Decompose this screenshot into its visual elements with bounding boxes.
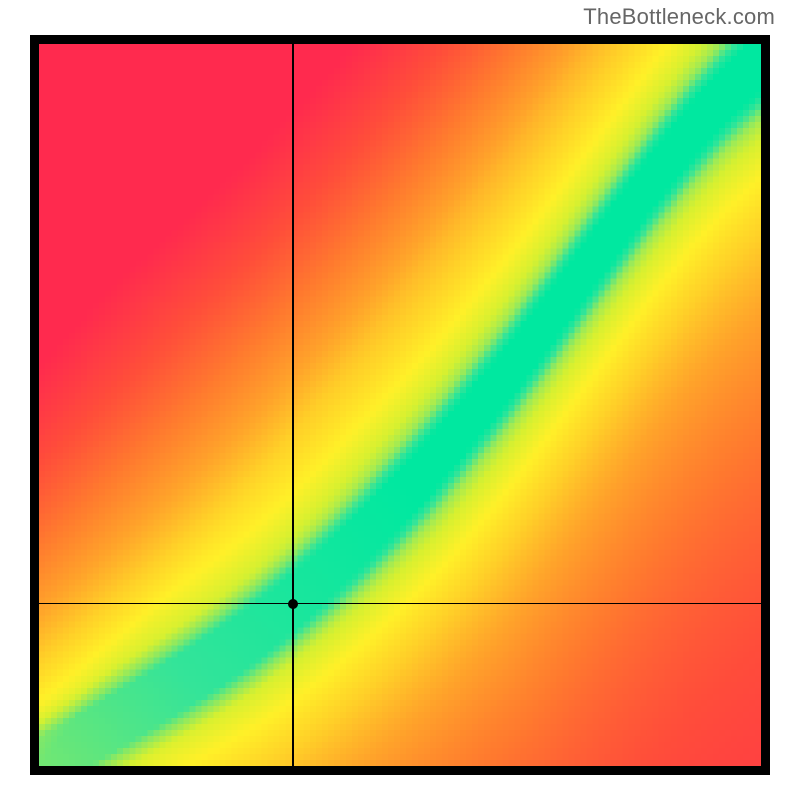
watermark-text: TheBottleneck.com: [583, 4, 775, 30]
crosshair-horizontal: [39, 603, 761, 604]
plot-frame: [30, 35, 770, 775]
heatmap-canvas: [39, 44, 761, 766]
crosshair-vertical: [292, 44, 293, 766]
marker-dot: [288, 599, 298, 609]
